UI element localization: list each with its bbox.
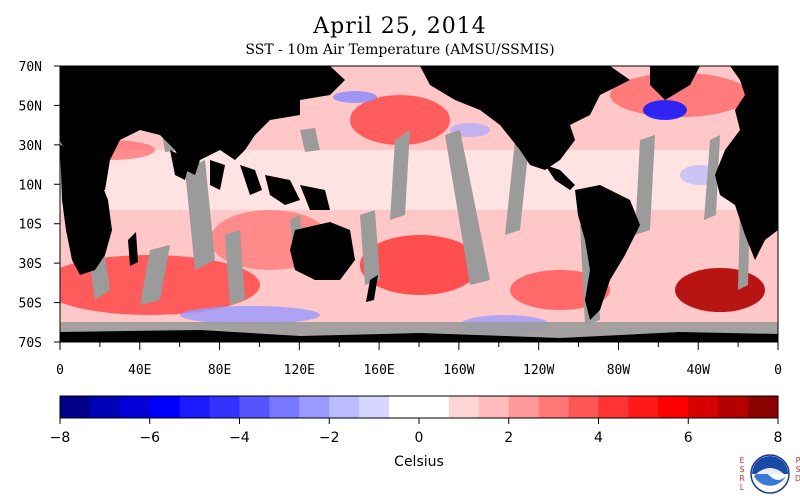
- colorbar-segment: [419, 396, 450, 418]
- lon-label: 40W: [686, 363, 710, 378]
- colorbar-tick-label: 2: [504, 430, 513, 446]
- colorbar: [60, 396, 779, 418]
- lat-label: 10N: [19, 178, 42, 193]
- colorbar-tick-label: 8: [774, 430, 783, 446]
- lat-label: 50N: [19, 99, 42, 114]
- lat-label: 30S: [19, 257, 42, 272]
- lat-label: 30N: [19, 139, 42, 154]
- longitude-labels: 0 40E 80E 120E 160E 160W 120W 80W 40W 0: [56, 363, 782, 378]
- colorbar-tick-label: −6: [139, 430, 160, 446]
- tropical-band: [60, 150, 778, 210]
- colorbar-ticks: −8 −6 −4 −2 0 2 4 6 8: [50, 418, 783, 446]
- colorbar-segment: [389, 396, 420, 418]
- map-area: [60, 66, 778, 342]
- lat-label: 50S: [19, 297, 42, 312]
- lon-label: 160E: [363, 363, 394, 378]
- colorbar-tick-label: 0: [415, 430, 424, 446]
- lon-label: 80E: [208, 363, 231, 378]
- colorbar-segment: [478, 396, 510, 418]
- colorbar-segment: [239, 396, 270, 418]
- noaa-logo: [750, 454, 790, 494]
- colorbar-segment: [359, 396, 390, 418]
- lon-label: 120E: [284, 363, 315, 378]
- colorbar-segment: [299, 396, 330, 418]
- colorbar-tick-label: −8: [50, 430, 71, 446]
- colorbar-segment: [179, 396, 211, 418]
- lat-label: 70S: [19, 336, 42, 351]
- colorbar-segment: [568, 396, 599, 418]
- lon-label: 0: [56, 363, 64, 378]
- colorbar-tick-label: −4: [229, 430, 250, 446]
- lon-label: 160W: [443, 363, 474, 378]
- colorbar-segment: [508, 396, 540, 418]
- colorbar-segment: [119, 396, 151, 418]
- colorbar-segment: [748, 396, 779, 418]
- colorbar-segment: [598, 396, 629, 418]
- land-masses: [60, 66, 778, 342]
- colorbar-segment: [658, 396, 689, 418]
- colorbar-segment: [628, 396, 659, 418]
- colorbar-segment: [60, 396, 91, 418]
- lat-label: 10S: [19, 218, 42, 233]
- colorbar-segment: [89, 396, 121, 418]
- colorbar-segment: [718, 396, 749, 418]
- colorbar-segment: [329, 396, 360, 418]
- axis-ticks: [54, 65, 779, 350]
- colorbar-label: Celsius: [394, 454, 444, 470]
- colorbar-tick-label: 6: [684, 430, 693, 446]
- colorbar-segment: [269, 396, 300, 418]
- lon-label: 120W: [523, 363, 554, 378]
- map-subtitle: SST - 10m Air Temperature (AMSU/SSMIS): [245, 42, 555, 58]
- lon-label: 80W: [607, 363, 631, 378]
- lon-label: 0: [774, 363, 782, 378]
- lon-label: 40E: [128, 363, 151, 378]
- lat-label: 70N: [19, 60, 42, 75]
- colorbar-segment: [538, 396, 570, 418]
- colorbar-tick-label: 4: [594, 430, 603, 446]
- colorbar-segment: [149, 396, 181, 418]
- colorbar-segment: [688, 396, 719, 418]
- colorbar-tick-label: −2: [319, 430, 340, 446]
- latitude-labels: 70N 50N 30N 10N 10S 30S 50S 70S: [19, 60, 42, 351]
- colorbar-segment: [209, 396, 240, 418]
- colorbar-segment: [448, 396, 480, 418]
- map-title: April 25, 2014: [313, 14, 487, 39]
